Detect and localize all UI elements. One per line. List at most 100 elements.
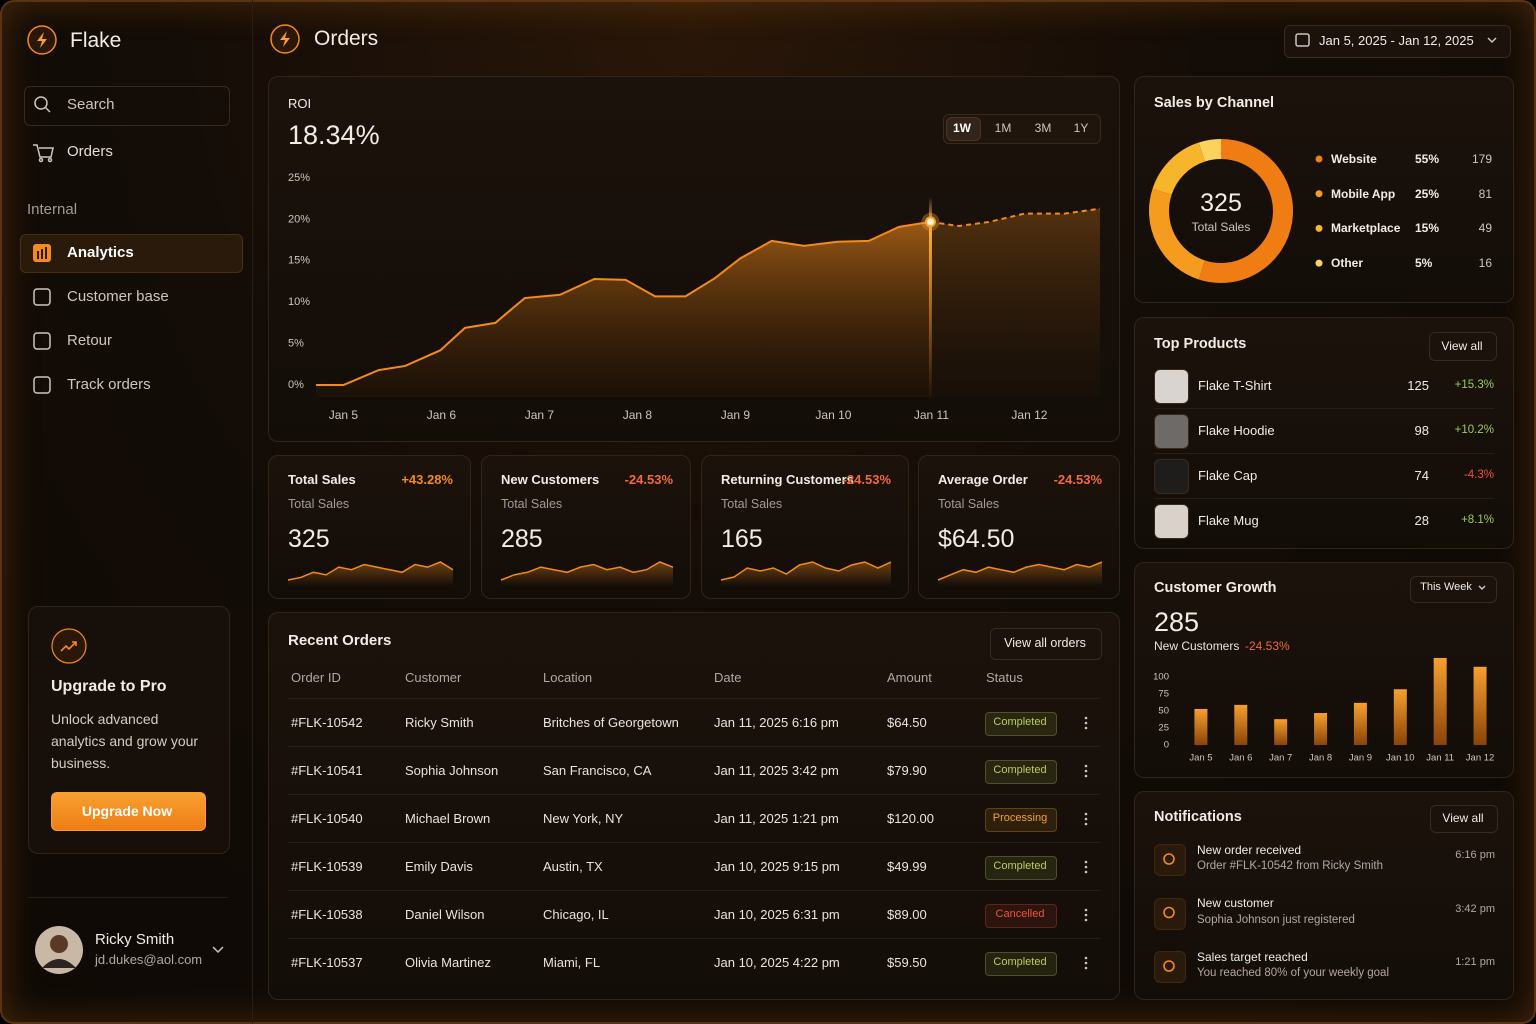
legend-count: 16 bbox=[1478, 255, 1492, 270]
legend-label: Mobile App bbox=[1331, 186, 1396, 201]
row-divider bbox=[288, 698, 1100, 699]
date-range-picker[interactable] bbox=[1284, 25, 1511, 58]
growth-change: -24.53% bbox=[1245, 638, 1290, 653]
status-label: Cancelled bbox=[995, 908, 1045, 921]
avatar bbox=[35, 926, 83, 974]
upgrade-button[interactable] bbox=[51, 792, 206, 831]
column-header: Status bbox=[986, 670, 1023, 686]
period-button[interactable]: 1Y bbox=[1073, 120, 1089, 135]
button-label[interactable]: View all bbox=[1442, 810, 1484, 825]
status-badge bbox=[985, 952, 1057, 976]
table-cell: Jan 10, 2025 9:15 pm bbox=[714, 859, 840, 875]
button-label[interactable]: View all bbox=[1441, 338, 1483, 353]
table-cell: $89.00 bbox=[887, 907, 927, 923]
nav-item[interactable]: Orders bbox=[67, 143, 113, 160]
notification-icon bbox=[1154, 844, 1186, 876]
sidebar-divider bbox=[252, 0, 253, 1024]
product-change: +8.1% bbox=[1461, 514, 1494, 527]
donut-total-label: Total Sales bbox=[1191, 219, 1251, 234]
nav-icon bbox=[33, 288, 51, 306]
card-title: Customer Growth bbox=[1154, 580, 1277, 597]
brand-name: Flake bbox=[70, 29, 122, 53]
product-thumbnail bbox=[1154, 414, 1189, 449]
view-all-button[interactable] bbox=[1430, 805, 1498, 833]
nav-icon bbox=[33, 376, 51, 394]
nav-item[interactable]: Retour bbox=[67, 332, 113, 349]
row-divider bbox=[288, 746, 1100, 747]
product-units: 98 bbox=[1414, 423, 1429, 439]
kpi-title: Returning Customers bbox=[721, 472, 854, 488]
page-title: Orders bbox=[314, 27, 379, 51]
legend-count: 49 bbox=[1478, 221, 1492, 236]
period-select-label[interactable]: This Week bbox=[1420, 581, 1472, 594]
column-header: Customer bbox=[405, 670, 462, 686]
row-divider bbox=[1154, 498, 1494, 499]
table-cell: $49.99 bbox=[887, 859, 927, 875]
legend-percent: 5% bbox=[1415, 255, 1433, 270]
product-name: Flake Hoodie bbox=[1198, 423, 1275, 439]
button-label[interactable]: View all orders bbox=[1004, 635, 1086, 650]
row-divider bbox=[288, 794, 1100, 795]
bolt-icon bbox=[280, 31, 290, 47]
search-box[interactable] bbox=[24, 86, 230, 126]
status-label: Completed bbox=[993, 716, 1047, 729]
table-cell: New York, NY bbox=[543, 811, 624, 827]
kpi-title: Average Order bbox=[938, 472, 1028, 488]
table-cell: #FLK-10540 bbox=[291, 811, 363, 827]
kpi-value: 165 bbox=[721, 525, 763, 553]
roi-label: ROI bbox=[288, 96, 312, 112]
table-cell: #FLK-10542 bbox=[291, 715, 363, 731]
row-divider bbox=[288, 890, 1100, 891]
recent-orders-card bbox=[268, 612, 1120, 1000]
view-all-orders-button[interactable] bbox=[990, 628, 1102, 660]
table-cell: Jan 11, 2025 1:21 pm bbox=[714, 811, 839, 827]
upgrade-button-label[interactable]: Upgrade Now bbox=[81, 802, 173, 819]
product-name: Flake T-Shirt bbox=[1198, 378, 1272, 394]
product-units: 28 bbox=[1414, 513, 1429, 529]
product-name: Flake Cap bbox=[1198, 468, 1258, 484]
legend-count: 81 bbox=[1478, 186, 1492, 201]
table-cell: Jan 11, 2025 6:16 pm bbox=[714, 715, 839, 731]
row-divider bbox=[288, 938, 1100, 939]
table-cell: Jan 10, 2025 4:22 pm bbox=[714, 955, 840, 971]
view-all-button[interactable] bbox=[1429, 332, 1497, 361]
table-cell: #FLK-10541 bbox=[291, 763, 363, 779]
legend-percent: 55% bbox=[1415, 151, 1440, 166]
user-email: jd.dukes@aol.com bbox=[95, 952, 203, 968]
table-cell: Jan 11, 2025 3:42 pm bbox=[714, 763, 839, 779]
upgrade-text: Unlock advanced analytics and grow your … bbox=[51, 711, 199, 771]
product-change: +15.3% bbox=[1454, 379, 1494, 392]
nav-section-label: Internal bbox=[27, 201, 78, 218]
table-cell: Austin, TX bbox=[543, 859, 603, 875]
notification-time: 6:16 pm bbox=[1455, 849, 1495, 862]
table-cell: Britches of Georgetown bbox=[543, 715, 679, 731]
table-cell: Sophia Johnson bbox=[405, 763, 499, 779]
table-cell: Jan 10, 2025 6:31 pm bbox=[714, 907, 840, 923]
avatar bbox=[50, 935, 68, 953]
product-change: -4.3% bbox=[1463, 469, 1494, 482]
period-button[interactable]: 1W bbox=[953, 120, 971, 135]
nav-item[interactable]: Analytics bbox=[67, 244, 134, 261]
nav-item[interactable]: Track orders bbox=[67, 376, 151, 393]
kpi-title: Total Sales bbox=[288, 472, 356, 488]
legend-label: Marketplace bbox=[1331, 221, 1401, 236]
column-header: Date bbox=[714, 670, 742, 686]
period-button[interactable]: 1M bbox=[994, 120, 1012, 135]
notification-icon bbox=[1154, 897, 1186, 930]
nav-item[interactable]: Customer base bbox=[67, 288, 169, 305]
column-header: Amount bbox=[887, 670, 932, 686]
kpi-change: +43.28% bbox=[401, 472, 453, 488]
legend-percent: 15% bbox=[1415, 221, 1440, 236]
legend-label: Other bbox=[1331, 255, 1364, 270]
table-cell: $64.50 bbox=[887, 715, 927, 731]
kpi-sublabel: Total Sales bbox=[501, 496, 563, 511]
period-button[interactable]: 3M bbox=[1034, 120, 1052, 135]
product-units: 125 bbox=[1407, 378, 1429, 394]
product-thumbnail bbox=[1154, 459, 1189, 494]
orders-title: Recent Orders bbox=[288, 632, 392, 649]
chevron-icon bbox=[212, 946, 224, 954]
card-title: Top Products bbox=[1154, 336, 1247, 353]
date-range[interactable]: Jan 5, 2025 - Jan 12, 2025 bbox=[1319, 33, 1474, 49]
cart-icon bbox=[33, 144, 54, 158]
